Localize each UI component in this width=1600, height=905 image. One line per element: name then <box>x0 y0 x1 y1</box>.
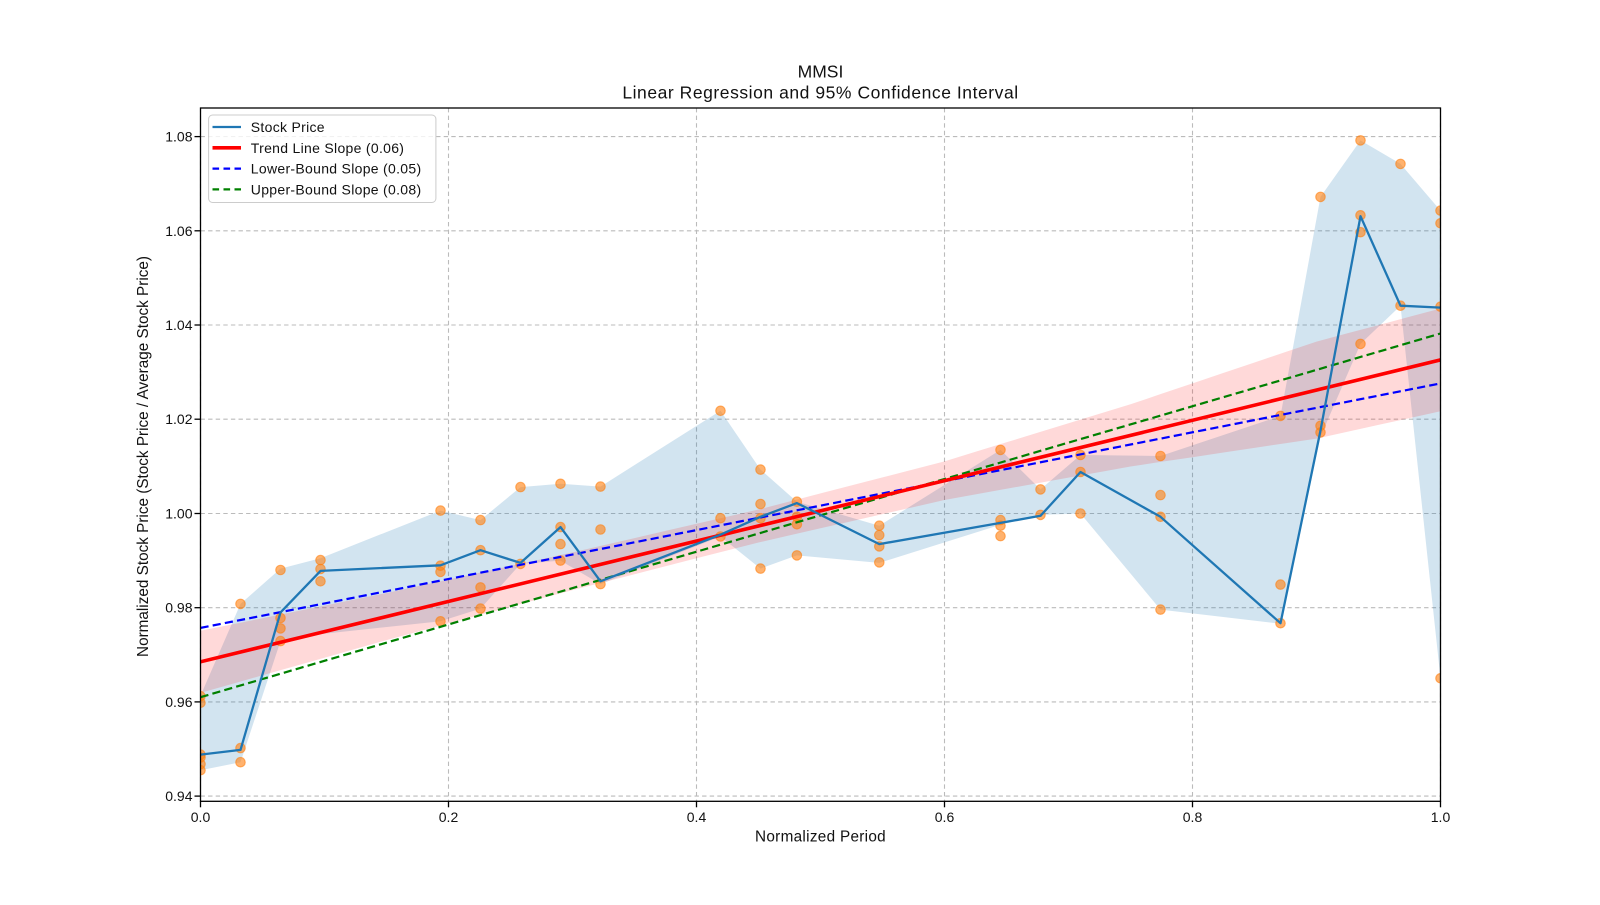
svg-text:1.02: 1.02 <box>165 411 192 427</box>
svg-text:1.08: 1.08 <box>165 129 192 145</box>
svg-text:0.8: 0.8 <box>1183 809 1203 825</box>
svg-text:Trend Line Slope (0.06): Trend Line Slope (0.06) <box>251 140 404 156</box>
svg-text:MMSI: MMSI <box>798 62 844 82</box>
svg-text:Lower-Bound Slope (0.05): Lower-Bound Slope (0.05) <box>251 161 422 177</box>
svg-text:Normalized Stock Price (Stock: Normalized Stock Price (Stock Price / Av… <box>135 256 152 657</box>
svg-text:Upper-Bound Slope (0.08): Upper-Bound Slope (0.08) <box>251 181 422 197</box>
svg-text:0.4: 0.4 <box>687 809 707 825</box>
svg-text:0.98: 0.98 <box>165 600 192 616</box>
svg-text:0.2: 0.2 <box>439 809 459 825</box>
svg-text:0.96: 0.96 <box>165 694 192 710</box>
svg-text:Linear Regression and 95% Conf: Linear Regression and 95% Confidence Int… <box>622 83 1018 103</box>
svg-text:1.00: 1.00 <box>165 506 192 522</box>
svg-text:Normalized Period: Normalized Period <box>755 829 886 846</box>
svg-text:0.6: 0.6 <box>935 809 955 825</box>
svg-text:Stock Price: Stock Price <box>251 119 325 135</box>
svg-text:1.04: 1.04 <box>165 317 192 333</box>
svg-text:0.94: 0.94 <box>165 788 192 804</box>
svg-text:0.0: 0.0 <box>191 809 211 825</box>
svg-text:1.0: 1.0 <box>1431 809 1451 825</box>
svg-text:1.06: 1.06 <box>165 223 192 239</box>
